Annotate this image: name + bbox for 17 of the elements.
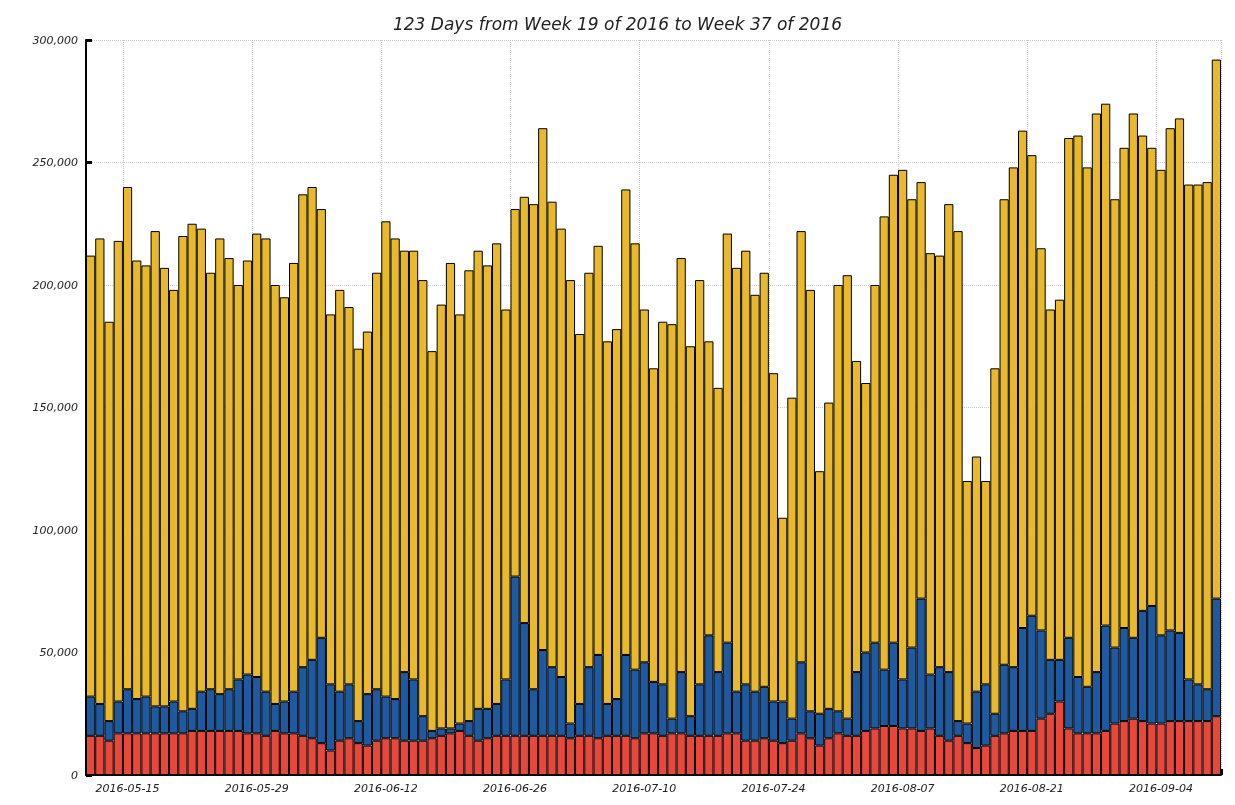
x-tick-label: 2016-06-12 [353,782,418,795]
chart-title: 123 Days from Week 19 of 2016 to Week 37 of 2016 [392,13,843,34]
y-tick-label: 150,000 [32,401,78,414]
x-tick-label: 2016-09-04 [1129,782,1193,795]
y-tick-label: 200,000 [32,278,78,292]
x-tick-label: 2016-06-26 [483,782,548,795]
y-tick-label: 300,000 [32,33,78,47]
x-tick-label: 2016-07-10 [612,782,677,795]
x-tick-label: 2016-05-15 [95,782,160,795]
x-tick-label: 2016-08-21 [999,782,1064,795]
y-tick-label: 250,000 [32,156,78,169]
y-tick-label: 100,000 [32,523,78,537]
y-tick-label: 0 [71,768,78,782]
x-tick-label: 2016-05-29 [224,782,289,795]
x-tick-label: 2016-07-24 [741,782,806,795]
y-tick-label: 50,000 [39,646,78,659]
x-tick-label: 2016-08-07 [870,782,935,795]
